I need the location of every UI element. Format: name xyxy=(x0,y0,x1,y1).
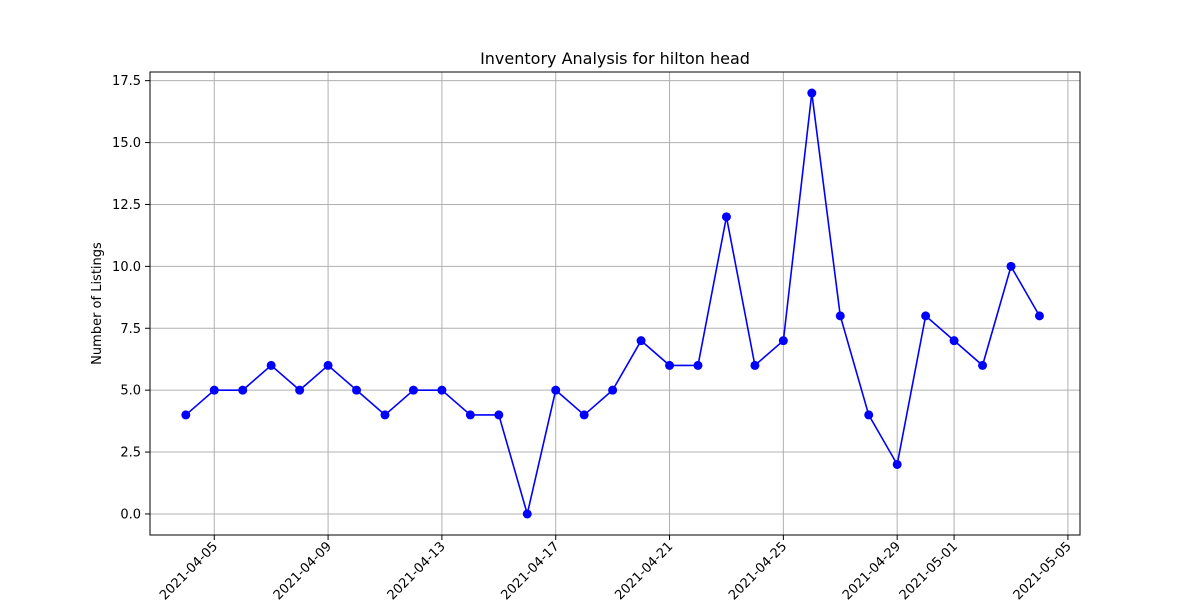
data-point xyxy=(209,385,219,395)
data-point xyxy=(750,360,760,370)
data-point xyxy=(579,410,589,420)
data-point xyxy=(636,336,646,346)
data-point xyxy=(807,88,817,98)
data-point xyxy=(380,410,390,420)
data-point xyxy=(665,360,675,370)
y-axis-label: Number of Listings xyxy=(90,242,105,365)
data-point xyxy=(892,459,902,469)
y-tick-label: 0.0 xyxy=(120,507,141,522)
data-point xyxy=(608,385,618,395)
y-tick-label: 2.5 xyxy=(120,446,141,461)
data-point xyxy=(238,385,248,395)
chart-title: Inventory Analysis for hilton head xyxy=(480,49,750,68)
data-point xyxy=(181,410,191,420)
data-point xyxy=(1006,261,1016,271)
data-point xyxy=(522,509,532,519)
y-tick-label: 15.0 xyxy=(112,136,141,151)
y-tick-label: 7.5 xyxy=(120,322,141,337)
data-point xyxy=(835,311,845,321)
data-point xyxy=(408,385,418,395)
data-point xyxy=(721,212,731,222)
plot-frame xyxy=(149,71,1081,536)
data-point xyxy=(437,385,447,395)
y-axis: 0.0 2.5 5.0 7.5 10.0 12.5 15.0 17.5 xyxy=(112,74,150,522)
data-point xyxy=(323,360,333,370)
data-point xyxy=(295,385,305,395)
data-point xyxy=(1034,311,1044,321)
data-point xyxy=(352,385,362,395)
grid xyxy=(150,72,1080,535)
y-tick-label: 10.0 xyxy=(112,260,141,275)
data-point xyxy=(978,360,988,370)
data-point xyxy=(266,360,276,370)
y-tick-label: 12.5 xyxy=(112,198,141,213)
data-point xyxy=(494,410,504,420)
data-point xyxy=(693,360,703,370)
data-point xyxy=(465,410,475,420)
data-point xyxy=(864,410,874,420)
data-point xyxy=(551,385,561,395)
y-tick-label: 5.0 xyxy=(120,384,141,399)
data-point xyxy=(778,336,788,346)
data-point xyxy=(949,336,959,346)
y-tick-label: 17.5 xyxy=(112,74,141,89)
data-point xyxy=(921,311,931,321)
series-points xyxy=(181,88,1044,519)
